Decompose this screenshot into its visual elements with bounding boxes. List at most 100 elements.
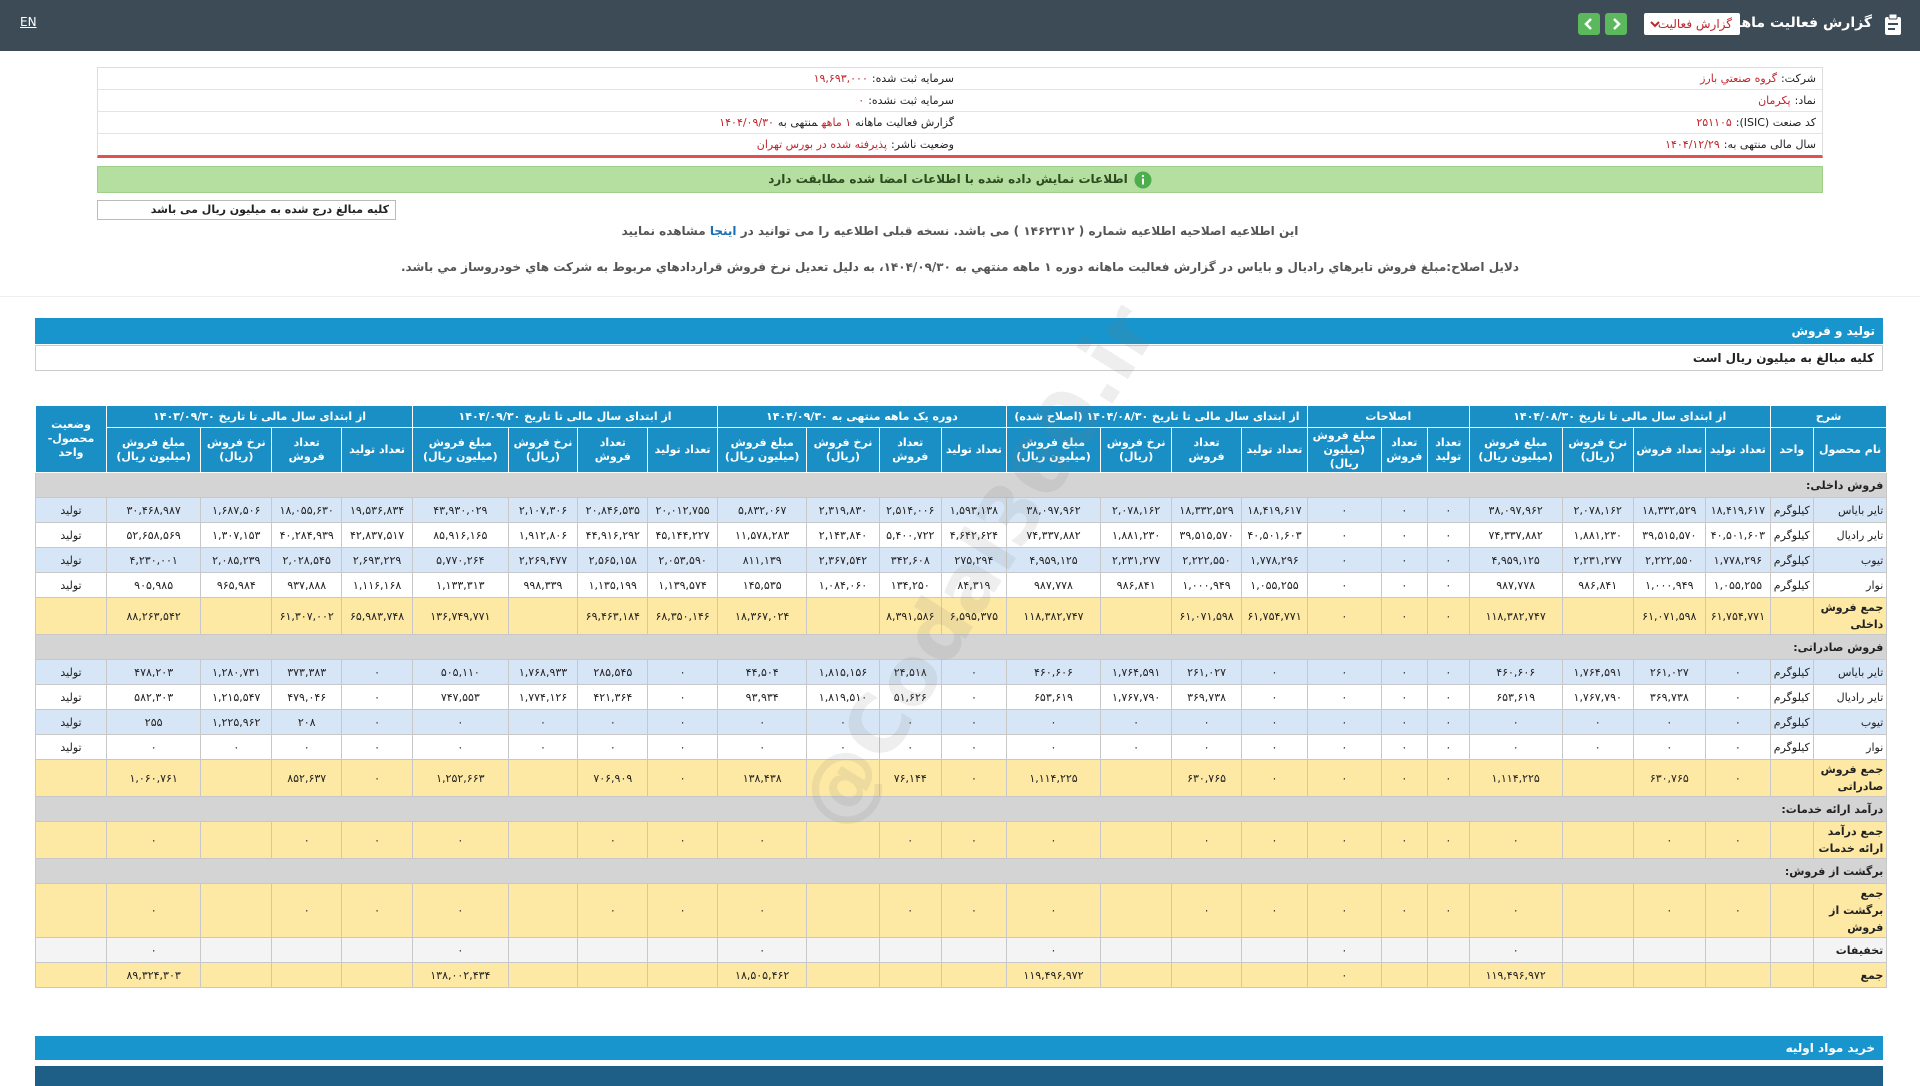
table-cell: ۱,۱۳۹,۵۷۴ <box>647 572 718 598</box>
table-cell <box>1240 962 1309 988</box>
info-label: سرمایه ثبت شده: <box>871 72 954 85</box>
prev-button[interactable] <box>1578 13 1600 35</box>
table-cell: ۰ <box>271 883 343 938</box>
top-bar: گزارش فعالیت ماهانه گزارش فعالیت EN <box>0 0 1920 51</box>
table-cell: ۰ <box>412 709 509 735</box>
table-cell: ۲۶۱,۰۲۷ <box>1632 659 1706 685</box>
table-cell <box>878 962 942 988</box>
table-cell <box>1561 597 1634 635</box>
table-cell: ۰ <box>716 709 808 735</box>
info-label: سرمایه ثبت نشده: <box>868 94 954 107</box>
table-cell <box>1100 821 1173 859</box>
table-cell: ۸۱۱,۱۳۹ <box>716 547 808 573</box>
separator <box>0 296 1920 297</box>
table-cell <box>200 759 273 797</box>
table-cell: ۰ <box>1704 659 1771 685</box>
row-label: جمع فروش داخلی <box>1812 597 1888 635</box>
table-cell: ۰ <box>1704 759 1771 797</box>
info-label: کد صنعت (ISIC): <box>1735 116 1816 129</box>
row-label: تایر باياس <box>1812 497 1888 523</box>
row-label: تایر رادیال <box>1812 684 1888 710</box>
table-cell <box>1100 597 1173 635</box>
info-row: سال مالی منتهی به:۱۴۰۴/۱۲/۲۹ وضعیت ناشر:پ… <box>98 134 1822 155</box>
table-cell: ۰ <box>940 821 1007 859</box>
table-cell <box>940 937 1007 963</box>
table-cell: ۱,۲۲۵,۹۶۲ <box>200 709 273 735</box>
table-cell <box>806 962 880 988</box>
table-cell: ۴۲,۸۳۷,۵۱۷ <box>341 522 414 548</box>
table-cell: ۰ <box>647 709 718 735</box>
notice-link[interactable]: اینجا <box>709 224 737 238</box>
table-row: جمع درآمد ارائه خدمات ۰ ۰ ۰ ۰ ۰ ۰ ۰ ۰ ۰ ۰ ۰ ۰ ۰ ۰ ۰ ۰ ۰ ۰ <box>35 821 1888 859</box>
table-cell: ۰ <box>647 734 718 760</box>
table-cell: ۱,۰۸۴,۰۶۰ <box>806 572 880 598</box>
table-cell <box>200 821 273 859</box>
table-cell <box>1769 597 1814 635</box>
table-cell: ۰ <box>412 821 509 859</box>
table-body: فروش داخلی: تایر باياس كيلوگرم ۱۸,۴۱۹,۶۱۷ ۱۸… <box>34 472 1888 988</box>
next-button[interactable] <box>1605 13 1627 35</box>
table-cell <box>1100 759 1173 797</box>
table-cell: ۰ <box>1427 597 1470 635</box>
table-cell: ۶۹,۴۶۳,۱۸۴ <box>577 597 649 635</box>
table-cell: تولید <box>35 547 107 573</box>
table-cell: ۲,۰۵۳,۵۹۰ <box>647 547 718 573</box>
table-cell <box>1704 962 1771 988</box>
table-cell: ۰ <box>1427 821 1470 859</box>
table-cell: ۰ <box>1468 734 1563 760</box>
table-cell: ۰ <box>806 734 880 760</box>
table-cell: ۲۷۵,۲۹۴ <box>940 547 1007 573</box>
table-cell: ۶۸,۳۵۰,۱۴۶ <box>647 597 718 635</box>
table-cell: ۰ <box>105 883 202 938</box>
table-cell: تولید <box>35 734 107 760</box>
column-header: نرخ فروش (ریال) <box>806 427 880 473</box>
table-cell <box>35 597 107 635</box>
verified-banner: اطلاعات نمایش داده شده با اطلاعات امضا ش… <box>97 166 1823 193</box>
section-subtitle: کلیه مبالغ به میلیون ریال است <box>35 345 1883 371</box>
table-cell: كيلوگرم <box>1769 522 1814 548</box>
table-cell: ۱,۷۶۴,۵۹۱ <box>1561 659 1634 685</box>
table-cell: ۶۵۳,۶۱۹ <box>1005 684 1102 710</box>
table-cell: ۴۶۰,۶۰۶ <box>1005 659 1102 685</box>
table-cell: ۰ <box>1380 684 1429 710</box>
table-row: تایر رادیال كيلوگرم ۰ ۳۶۹,۷۳۸ ۱,۷۶۷,۷۹۰ ۶۵۳,۶… <box>35 684 1888 710</box>
table-cell: ۰ <box>940 883 1007 938</box>
units-note: کلیه مبالغ درج شده به میلیون ریال می باش… <box>97 200 396 220</box>
table-cell: ۵۱,۶۲۶ <box>878 684 942 710</box>
table-cell: ۲,۱۰۷,۳۰۶ <box>507 497 579 523</box>
table-cell: تولید <box>35 659 107 685</box>
row-label: تایر رادیال <box>1812 522 1888 548</box>
table-cell: ۰ <box>878 821 942 859</box>
table-cell: ۱,۰۰۰,۹۴۹ <box>1171 572 1242 598</box>
table-cell: ۶۳۰,۷۶۵ <box>1171 759 1242 797</box>
reasons: دلایل اصلاح:مبلغ فروش تايرهاي راديال و ب… <box>400 260 1520 274</box>
table-cell: ۰ <box>1307 883 1382 938</box>
table-cell: ۷۴,۳۳۷,۸۸۲ <box>1468 522 1563 548</box>
table-cell: ۰ <box>341 883 414 938</box>
table-row: تایر رادیال كيلوگرم ۴۰,۵۰۱,۶۰۳ ۳۹,۵۱۵,۵۷۰ ۱,… <box>35 522 1888 548</box>
table-cell: ۰ <box>1005 709 1102 735</box>
table-cell: ۱,۰۵۵,۲۵۵ <box>1704 572 1771 598</box>
table-cell: ۴,۲۳۰,۰۰۱ <box>105 547 202 573</box>
table-cell: ۲,۳۱۹,۸۳۰ <box>806 497 880 523</box>
language-link[interactable]: EN <box>20 15 37 29</box>
report-dropdown[interactable]: گزارش فعالیت <box>1644 13 1740 35</box>
info-cell: شرکت:گروه صنعتي بارز <box>960 68 1822 89</box>
table-cell: ۲,۰۷۸,۱۶۲ <box>1561 497 1634 523</box>
table-cell: ۸,۳۹۱,۵۸۶ <box>878 597 942 635</box>
table-cell: كيلوگرم <box>1769 497 1814 523</box>
table-cell: ۱,۲۵۲,۶۶۳ <box>412 759 509 797</box>
table-cell <box>1380 937 1429 963</box>
table-cell: تولید <box>35 572 107 598</box>
table-cell: ۰ <box>577 709 649 735</box>
column-header: تعداد فروش <box>271 427 343 473</box>
section-title: تولید و فروش <box>35 318 1883 344</box>
table-cell: ۰ <box>341 734 414 760</box>
section-heading: فروش صادراتی: <box>34 634 1888 660</box>
table-cell <box>1769 759 1814 797</box>
notice-text: مشاهده نمایید <box>621 224 706 238</box>
group-header: از ابتدای سال مالی تا تاریخ ۱۴۰۳/۰۹/۳۰ <box>105 405 414 428</box>
table-cell: ۰ <box>647 684 718 710</box>
table-cell: ۱,۱۳۳,۳۱۳ <box>412 572 509 598</box>
